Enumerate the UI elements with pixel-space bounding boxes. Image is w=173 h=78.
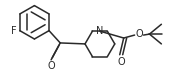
Text: F: F <box>11 26 17 36</box>
Text: O: O <box>47 61 55 71</box>
Text: N: N <box>96 26 104 36</box>
Text: O: O <box>136 29 143 39</box>
Text: O: O <box>118 57 126 67</box>
